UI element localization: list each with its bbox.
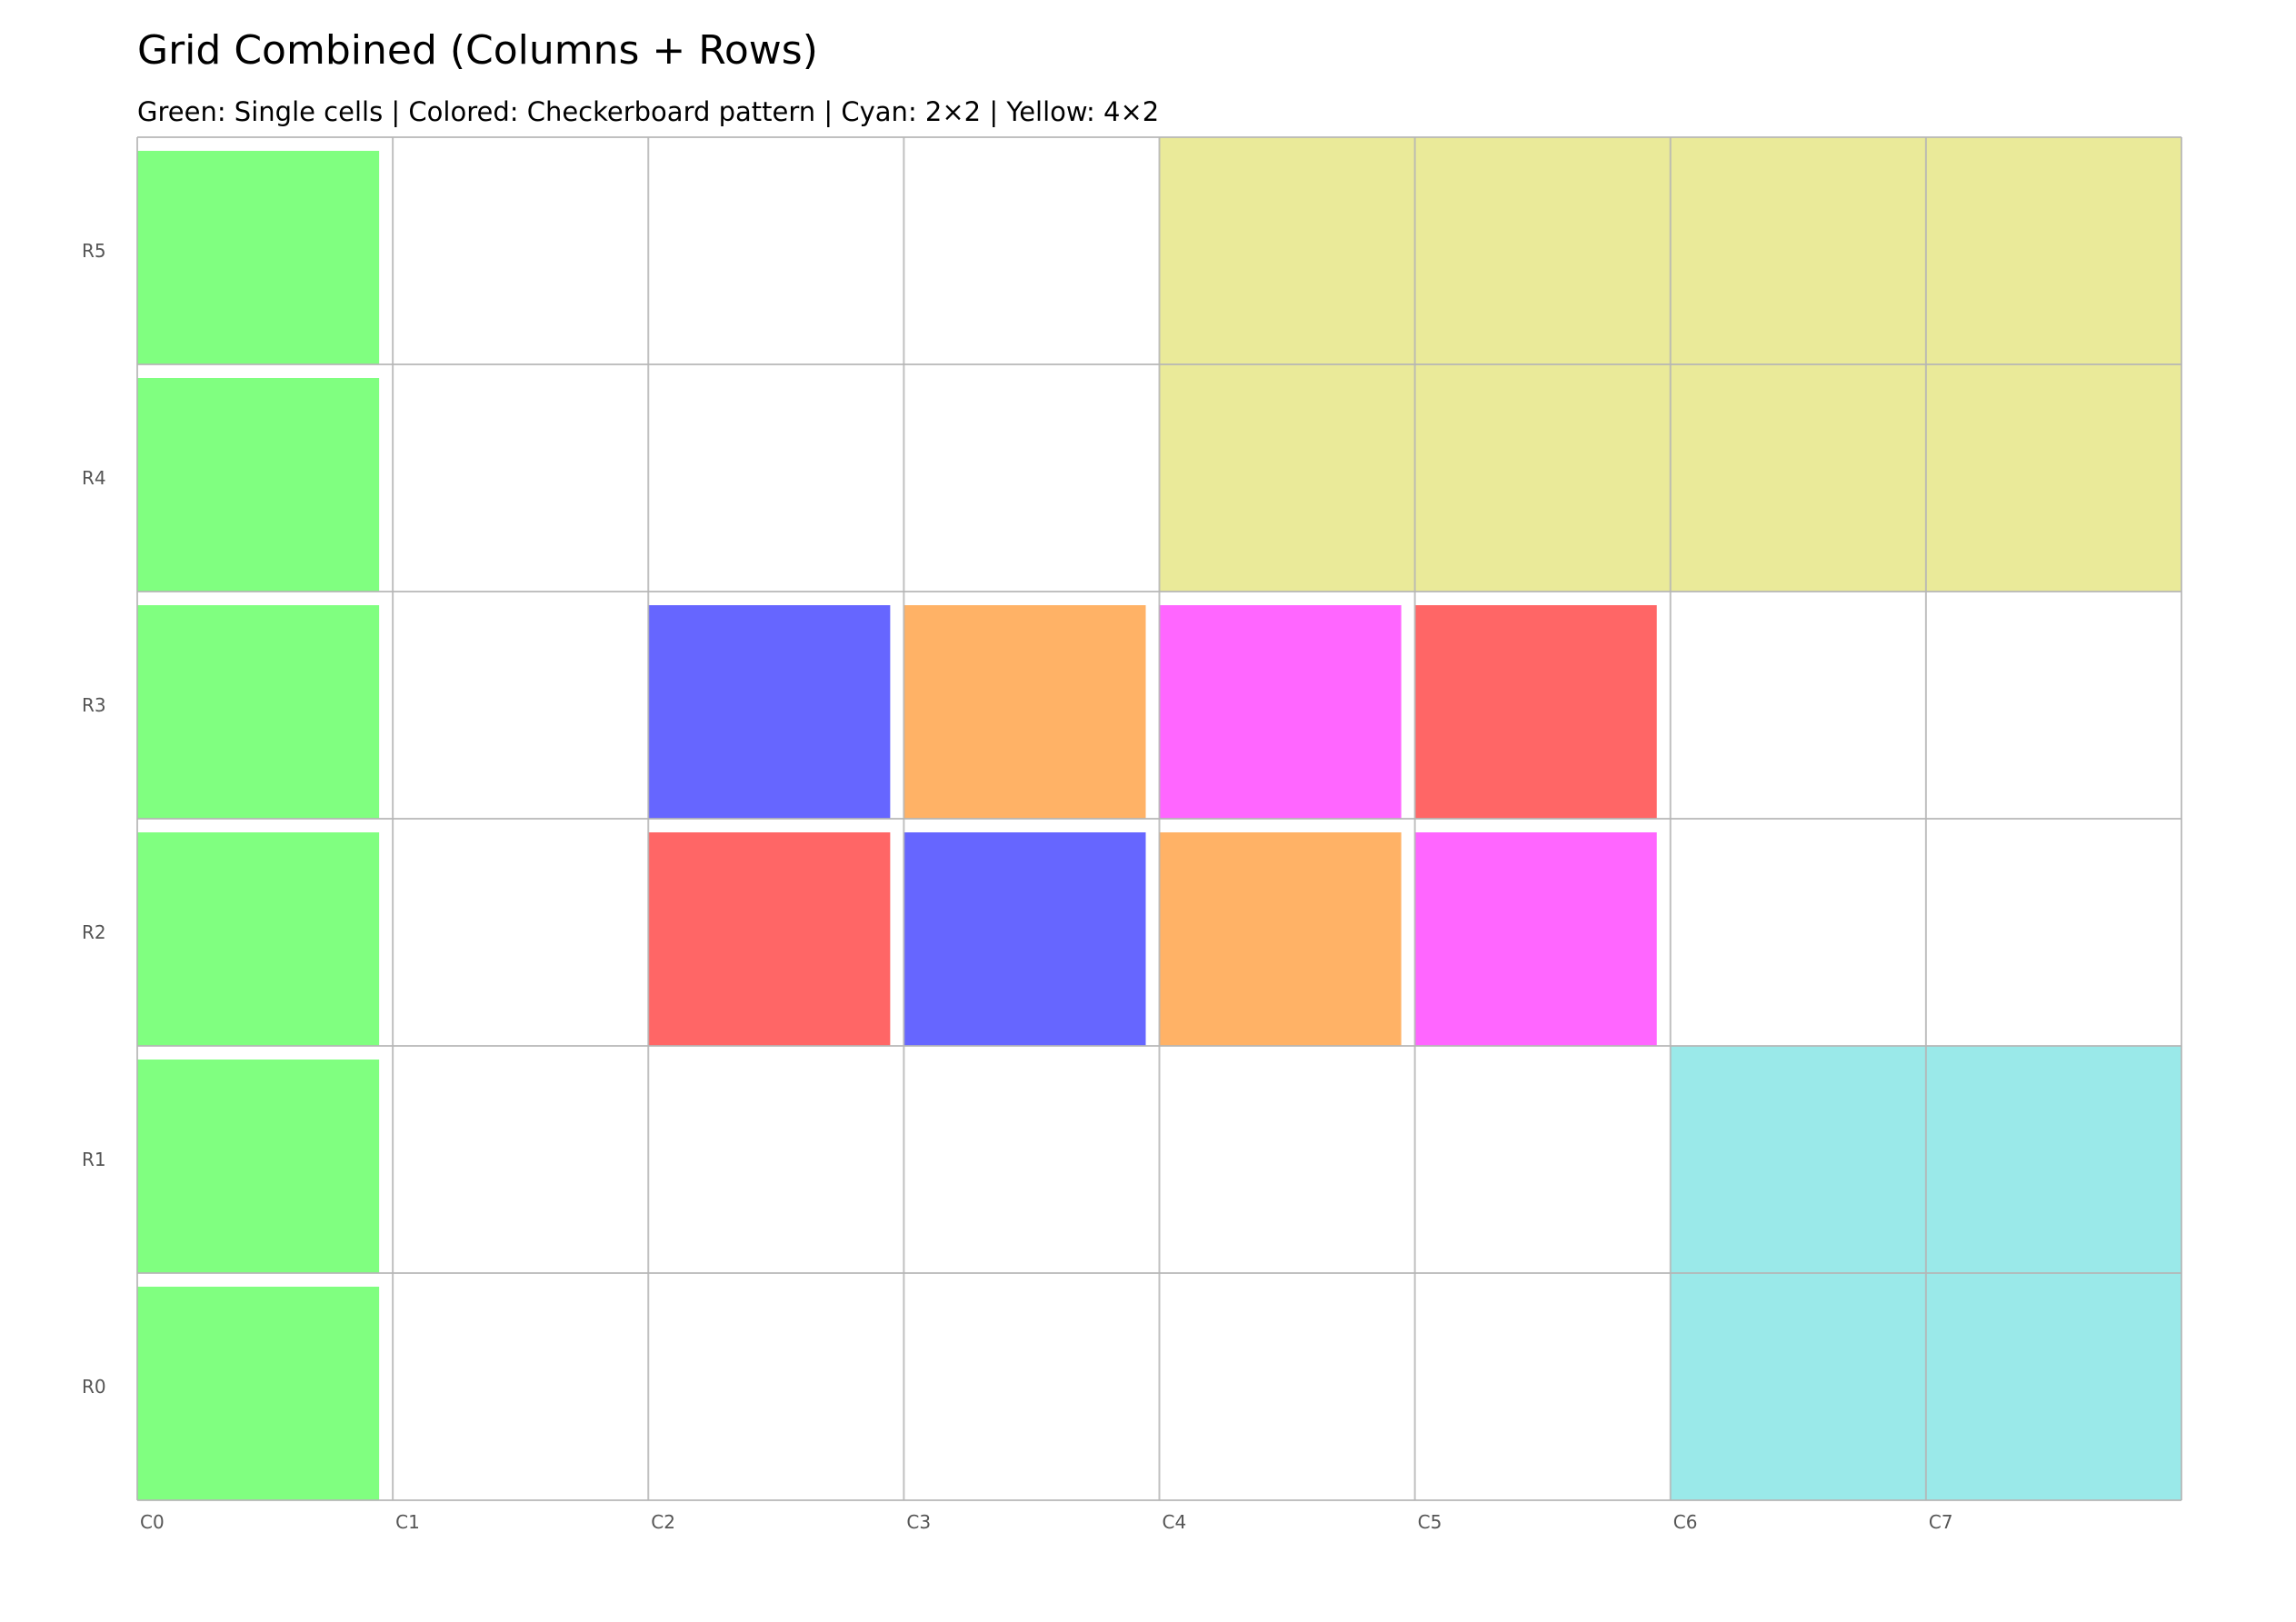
cell-checker-c5-r3 xyxy=(1414,605,1657,819)
cell-checker-c5-r2 xyxy=(1414,832,1657,1046)
chart-subtitle: Green: Single cells | Colored: Checkerbo… xyxy=(137,96,1160,127)
row-label-r2: R2 xyxy=(82,921,106,943)
column-label-c3: C3 xyxy=(906,1511,931,1533)
cell-single-c0-r1 xyxy=(137,1060,380,1273)
column-label-c6: C6 xyxy=(1673,1511,1698,1533)
column-label-c5: C5 xyxy=(1418,1511,1442,1533)
row-label-r3: R3 xyxy=(82,694,106,716)
cell-checker-c3-r3 xyxy=(903,605,1146,819)
row-label-r4: R4 xyxy=(82,467,106,489)
column-label-c2: C2 xyxy=(651,1511,675,1533)
cell-single-c0-r3 xyxy=(137,605,380,819)
cell-single-c0-r2 xyxy=(137,832,380,1046)
grid-lines xyxy=(136,136,2182,1501)
cell-single-c0-r4 xyxy=(137,378,380,592)
column-label-c1: C1 xyxy=(395,1511,420,1533)
cell-single-c0-r0 xyxy=(137,1287,380,1500)
cell-checker-c4-r2 xyxy=(1159,832,1402,1046)
cell-checker-c2-r3 xyxy=(648,605,891,819)
cell-checker-c3-r2 xyxy=(903,832,1146,1046)
column-label-c4: C4 xyxy=(1163,1511,1187,1533)
cell-checker-c4-r3 xyxy=(1159,605,1402,819)
row-label-r5: R5 xyxy=(82,240,106,262)
column-label-c0: C0 xyxy=(140,1511,165,1533)
chart-title: Grid Combined (Columns + Rows) xyxy=(137,27,818,74)
cell-checker-c2-r2 xyxy=(648,832,891,1046)
cell-single-c0-r5 xyxy=(137,151,380,364)
column-label-c7: C7 xyxy=(1929,1511,1953,1533)
row-label-r1: R1 xyxy=(82,1149,106,1170)
row-label-r0: R0 xyxy=(82,1376,106,1398)
tick-labels: C0 C1 C2 C3 C4 C5 C6 C7 R0 R1 R2 R3 R4 R5 xyxy=(82,240,1953,1533)
